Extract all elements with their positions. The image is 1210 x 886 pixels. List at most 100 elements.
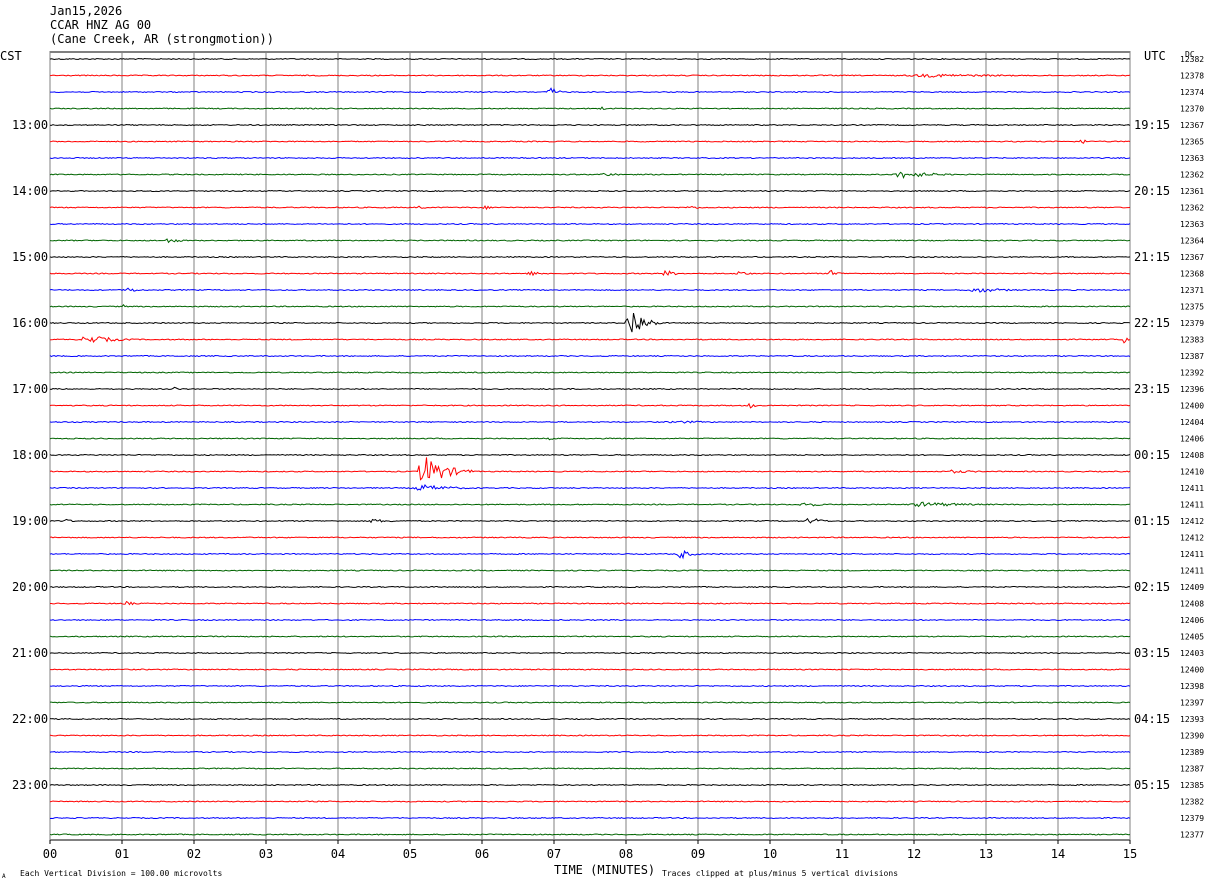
seismic-trace-43	[49, 767, 1131, 770]
seismic-trace-1	[49, 73, 1131, 78]
trace-layer	[49, 57, 1131, 836]
left-hour-label: 21:00	[12, 646, 48, 660]
dc-offset-label: 12387	[1180, 765, 1204, 774]
dc-offset-label: 12374	[1180, 88, 1204, 97]
dc-offset-label: 12379	[1180, 319, 1204, 328]
x-tick-label: 03	[259, 847, 273, 861]
dc-offset-label: 12371	[1180, 286, 1204, 295]
dc-offset-label: 12403	[1180, 649, 1204, 658]
seismic-trace-36	[49, 651, 1131, 655]
x-tick-label: 01	[115, 847, 129, 861]
dc-offset-label: 12411	[1180, 501, 1204, 510]
x-tick-label: 11	[835, 847, 849, 861]
dc-offset-label: 12382	[1180, 798, 1204, 807]
dc-offset-label: 12406	[1180, 616, 1204, 625]
seismic-trace-22	[49, 420, 1131, 424]
seismic-trace-23	[49, 437, 1131, 441]
plot-frame	[49, 51, 1131, 841]
seismic-trace-47	[49, 833, 1131, 836]
seismic-trace-41	[49, 734, 1131, 737]
seismic-trace-3	[49, 106, 1131, 110]
dc-offset-label: 12362	[1180, 204, 1204, 213]
seismic-trace-29	[49, 536, 1131, 539]
x-tick-label: 14	[1051, 847, 1065, 861]
dc-offset-label: 12412	[1180, 534, 1204, 543]
x-tick-label: 04	[331, 847, 345, 861]
left-hour-label: 19:00	[12, 514, 48, 528]
dc-offset-label: 12406	[1180, 435, 1204, 444]
seismic-trace-44	[49, 783, 1131, 787]
dc-offset-label: 12362	[1180, 171, 1204, 180]
dc-offset-label: 12393	[1180, 715, 1204, 724]
dc-offset-label: 12389	[1180, 748, 1204, 757]
seismic-trace-11	[49, 238, 1131, 244]
dc-header-label: DC	[1185, 50, 1195, 59]
seismic-trace-21	[49, 402, 1131, 409]
right-hour-label: 01:15	[1134, 514, 1170, 528]
dc-offset-label: 12385	[1180, 781, 1204, 790]
right-timezone-label: UTC	[1144, 49, 1166, 63]
left-hour-label: 13:00	[12, 118, 48, 132]
right-hour-label: 05:15	[1134, 778, 1170, 792]
dc-offset-label: 12408	[1180, 600, 1204, 609]
right-hour-label: 23:15	[1134, 382, 1170, 396]
seismic-trace-16	[49, 312, 1131, 333]
left-hour-label: 15:00	[12, 250, 48, 264]
seismic-trace-14	[49, 287, 1131, 293]
dc-offset-label: 12396	[1180, 385, 1204, 394]
dc-offset-label: 12382	[1180, 55, 1204, 64]
left-hour-label: 17:00	[12, 382, 48, 396]
seismic-trace-46	[49, 816, 1131, 820]
dc-offset-label: 12387	[1180, 352, 1204, 361]
seismic-trace-27	[49, 501, 1131, 508]
dc-offset-label: 12410	[1180, 468, 1204, 477]
seismic-trace-6	[49, 156, 1131, 160]
left-hour-label: 22:00	[12, 712, 48, 726]
x-tick-label: 02	[187, 847, 201, 861]
dc-offset-label: 12404	[1180, 418, 1204, 427]
seismic-trace-7	[49, 171, 1131, 180]
seismic-trace-24	[49, 453, 1131, 457]
seismic-trace-37	[49, 668, 1131, 671]
right-hour-label: 20:15	[1134, 184, 1170, 198]
seismic-trace-30	[49, 549, 1131, 560]
seismic-trace-38	[49, 684, 1131, 688]
seismic-trace-5	[49, 139, 1131, 144]
dc-offset-label: 12400	[1180, 402, 1204, 411]
seismic-trace-25	[49, 457, 1131, 481]
seismic-trace-20	[49, 386, 1131, 391]
seismic-trace-33	[50, 600, 1131, 606]
seismic-trace-10	[49, 222, 1131, 226]
seismic-trace-34	[49, 618, 1131, 622]
x-tick-label: 13	[979, 847, 993, 861]
left-hour-label: 18:00	[12, 448, 48, 462]
seismic-trace-26	[49, 484, 1131, 491]
seismic-trace-19	[49, 371, 1131, 374]
dc-offset-label: 12363	[1180, 154, 1204, 163]
right-hour-label: 21:15	[1134, 250, 1170, 264]
seismic-trace-2	[49, 87, 1131, 94]
dc-offset-label: 12383	[1180, 336, 1204, 345]
dc-offset-label: 12411	[1180, 567, 1204, 576]
dc-offset-label: 12364	[1180, 237, 1204, 246]
dc-offset-label: 12405	[1180, 633, 1204, 642]
left-hour-label: 20:00	[12, 580, 48, 594]
header-station: CCAR HNZ AG 00	[50, 18, 152, 32]
seismic-trace-0	[49, 57, 1131, 61]
left-timezone-label: CST	[0, 49, 22, 63]
seismic-trace-28	[49, 517, 1131, 524]
dc-offset-label: 12367	[1180, 121, 1204, 130]
right-hour-label: 19:15	[1134, 118, 1170, 132]
seismic-trace-42	[49, 750, 1131, 754]
header-date: Jan15,2026	[50, 4, 123, 18]
left-hour-label: 23:00	[12, 778, 48, 792]
dc-offset-label: 12365	[1180, 138, 1204, 147]
seismic-trace-12	[49, 255, 1131, 259]
dc-offset-label: 12412	[1180, 517, 1204, 526]
dc-offset-label: 12370	[1180, 105, 1204, 114]
dc-offset-label: 12379	[1180, 814, 1204, 823]
x-tick-label: 07	[547, 847, 561, 861]
dc-offset-label: 12408	[1180, 451, 1204, 460]
dc-offset-label: 12363	[1180, 220, 1204, 229]
